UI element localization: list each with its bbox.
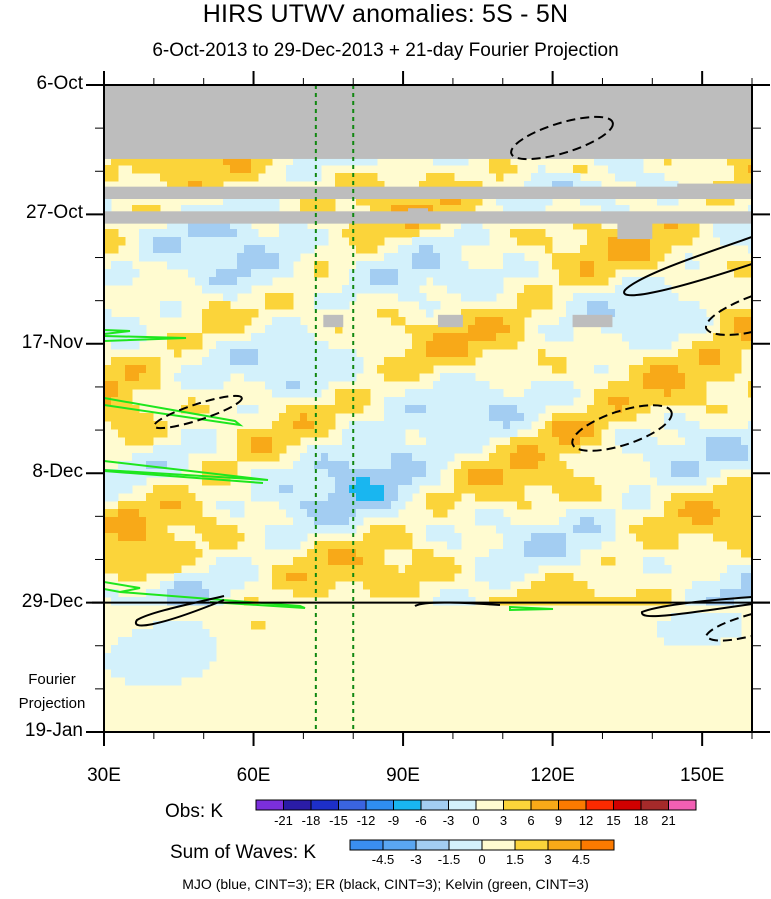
obs-colorbar-label: 12 (578, 813, 594, 828)
wave-contour-legend: MJO (blue, CINT=3); ER (black, CINT=3); … (182, 876, 589, 892)
er-contour-positive (623, 236, 752, 297)
waves-colorbar-label: 4.5 (571, 852, 591, 867)
obs-colorbar-label: 3 (499, 813, 508, 828)
kelvin-contour (104, 460, 269, 481)
obs-colorbar-label: -9 (387, 813, 400, 828)
obs-colorbar-label: 0 (472, 813, 480, 828)
missing-data-patch (677, 183, 752, 190)
obs-colorbar-swatch (365, 799, 394, 811)
er-contour-positive (640, 596, 752, 618)
obs-colorbar-label: -3 (442, 813, 455, 828)
fourier-projection-line: Projection (18, 695, 86, 712)
waves-colorbar-swatch (349, 839, 384, 851)
kelvin-contour (104, 329, 131, 335)
y-tick-label: 27-Oct (25, 202, 83, 224)
chart-subtitle: 6-Oct-2013 to 29-Dec-2013 + 21-day Fouri… (152, 40, 619, 61)
x-tick-label: 90E (386, 765, 420, 786)
missing-data-region (104, 85, 752, 159)
waves-colorbar-label: -3 (410, 852, 422, 867)
missing-data-patch (572, 314, 613, 328)
y-tick-label: 17-Nov (21, 331, 83, 353)
missing-data-patch (408, 208, 428, 215)
kelvin-contour (509, 605, 554, 612)
fourier-projection-label: Fourier Projection (10, 668, 94, 716)
obs-colorbar-swatch (585, 799, 614, 811)
obs-colorbar-swatch (255, 799, 284, 811)
obs-colorbar-swatch (448, 799, 477, 811)
obs-colorbar-swatch (640, 799, 669, 811)
obs-colorbar-label: -6 (415, 813, 427, 828)
y-tick-label: 29-Dec (21, 590, 83, 612)
er-contour-negative (153, 394, 243, 430)
missing-data-patch (437, 314, 463, 328)
obs-colorbar-swatch (613, 799, 642, 811)
obs-colorbar-swatch (420, 799, 449, 811)
kelvin-contour (104, 397, 244, 427)
kelvin-contour (104, 470, 264, 484)
obs-colorbar-swatch (530, 799, 559, 811)
missing-data-region (104, 211, 752, 224)
waves-colorbar-swatch (481, 839, 516, 851)
waves-colorbar-swatch (448, 839, 483, 851)
missing-data-region (104, 186, 752, 199)
chart-title: HIRS UTWV anomalies: 5S - 5N (202, 0, 569, 28)
fourier-projection-line: Fourier (28, 671, 76, 688)
obs-colorbar-swatch (475, 799, 504, 811)
obs-colorbar-label: 18 (633, 813, 649, 828)
y-tick-label: 8-Dec (32, 461, 83, 483)
er-contour-negative (704, 613, 752, 642)
x-tick-label: 150E (679, 765, 725, 786)
x-tick-label: 120E (530, 765, 575, 786)
waves-colorbar-swatch (415, 839, 450, 851)
obs-colorbar-swatch (558, 799, 587, 811)
er-contour-negative (571, 404, 673, 452)
kelvin-contour (104, 335, 187, 342)
obs-colorbar-label: -12 (356, 813, 376, 828)
obs-colorbar-label: 21 (661, 813, 676, 828)
missing-data-patch (323, 314, 344, 328)
waves-colorbar-label: -1.5 (437, 852, 461, 867)
y-tick-label: 6-Oct (36, 73, 83, 94)
x-tick-label: 30E (87, 765, 121, 786)
obs-colorbar-label: -15 (329, 813, 348, 828)
er-contour-negative (705, 295, 752, 336)
waves-colorbar-label: 1.5 (505, 852, 525, 867)
waves-colorbar-title: Sum of Waves: K (170, 842, 317, 863)
obs-colorbar-swatch (668, 799, 697, 811)
waves-colorbar-label: -4.5 (371, 852, 395, 867)
kelvin-contour (104, 581, 141, 594)
obs-colorbar-label: 15 (606, 813, 621, 828)
waves-colorbar-label: 3 (544, 852, 552, 867)
er-contour-negative (510, 115, 614, 161)
plot-frame (103, 84, 753, 733)
obs-colorbar-swatch (393, 799, 422, 811)
obs-colorbar-label: 6 (527, 813, 535, 828)
obs-colorbar-label: 9 (554, 813, 563, 828)
y-tick-label: 19-Jan (24, 720, 83, 741)
obs-colorbar-label: -18 (301, 813, 321, 828)
waves-colorbar-swatch (547, 839, 582, 851)
missing-data-patch (617, 220, 653, 240)
obs-colorbar-swatch (338, 799, 367, 811)
obs-colorbar-swatch (310, 799, 339, 811)
obs-colorbar-swatch (503, 799, 532, 811)
waves-colorbar-swatch (514, 839, 549, 851)
waves-colorbar-swatch (382, 839, 417, 851)
obs-colorbar-title: Obs: K (165, 801, 224, 822)
obs-colorbar-label: -21 (274, 813, 293, 828)
obs-colorbar-swatch (283, 799, 312, 811)
waves-colorbar-swatch (580, 839, 615, 851)
x-tick-label: 60E (236, 765, 271, 786)
waves-colorbar-label: 0 (478, 852, 486, 867)
